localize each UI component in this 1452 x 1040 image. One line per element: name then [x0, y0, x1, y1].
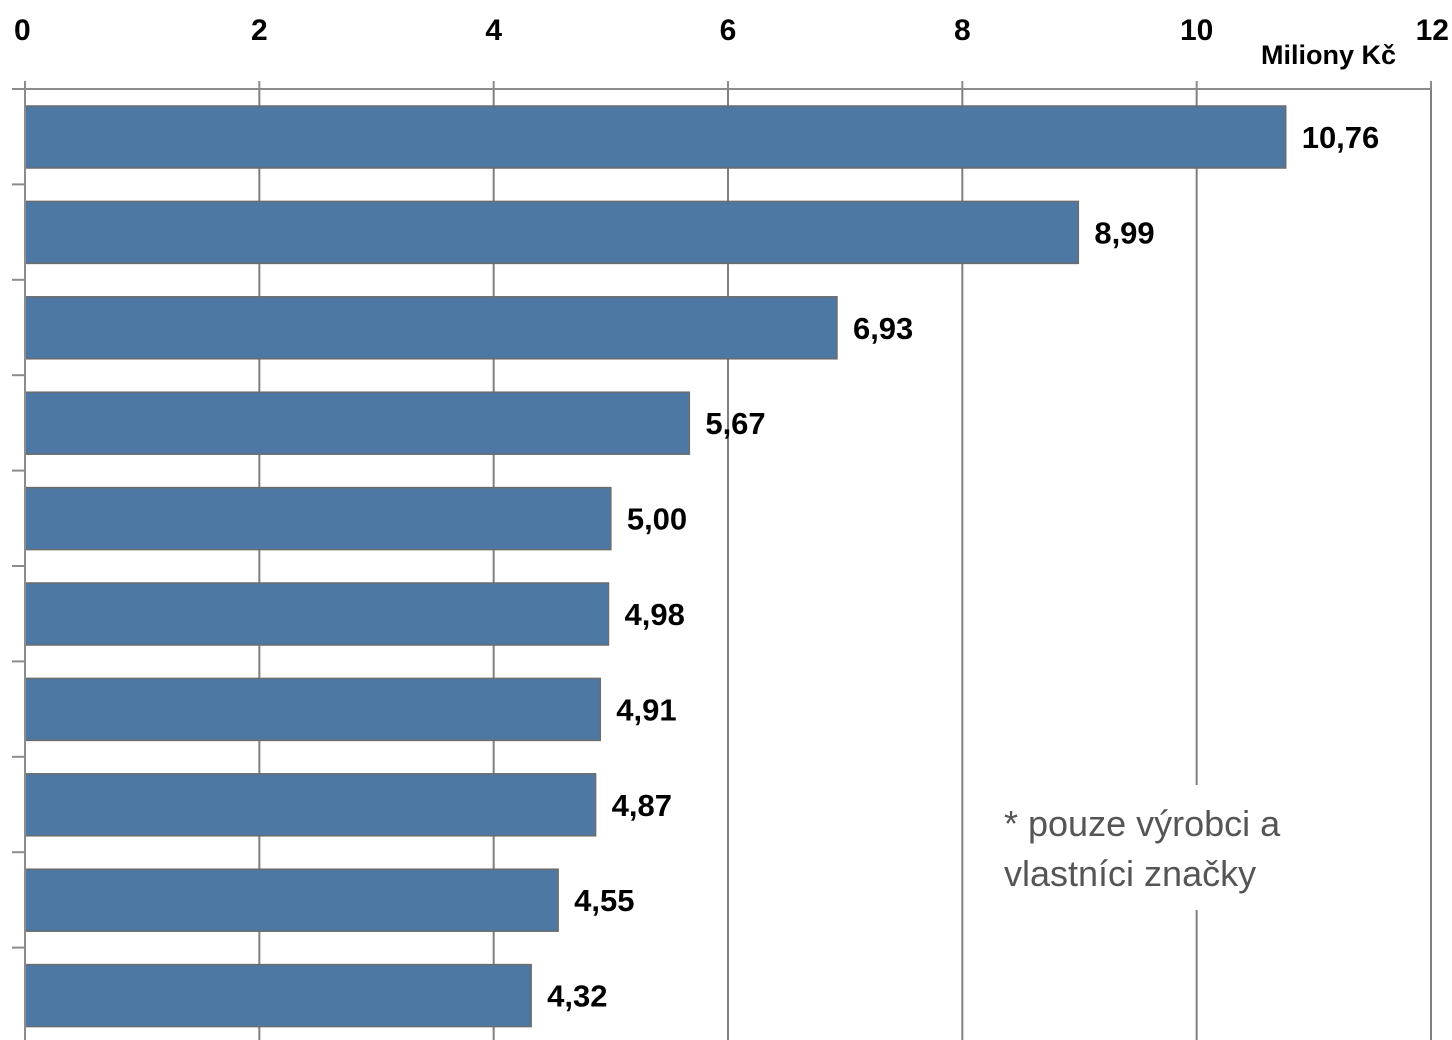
bar-6	[24, 582, 610, 646]
x-tick-label-4: 4	[485, 14, 502, 47]
x-axis-unit-label: Miliony Kč	[1261, 40, 1396, 70]
data-label-4: 5,67	[705, 406, 765, 441]
data-label-1: 10,76	[1302, 120, 1380, 155]
bar-4	[24, 391, 691, 455]
x-tick-label-6: 6	[720, 14, 737, 47]
note-background	[990, 785, 1325, 910]
bar-9	[24, 868, 559, 932]
x-tick-label-10: 10	[1180, 14, 1213, 47]
bars	[24, 105, 1287, 1028]
data-label-10: 4,32	[547, 979, 607, 1014]
data-label-5: 5,00	[627, 502, 687, 537]
data-label-6: 4,98	[624, 597, 684, 632]
bar-3	[24, 296, 838, 360]
x-tick-label-8: 8	[954, 14, 971, 47]
bar-1	[24, 105, 1287, 169]
data-label-2: 8,99	[1094, 215, 1154, 250]
x-tick-label-0: 0	[14, 14, 31, 47]
note-line-2: vlastníci značky	[1004, 853, 1256, 894]
data-labels: 10,76 8,99 6,93 5,67 5,00 4,98 4,91 4,87 4,55 4,3…	[547, 120, 1379, 1014]
note-line-1: * pouze výrobci a	[1004, 803, 1281, 844]
bar-8	[24, 773, 597, 837]
bar-5	[24, 486, 612, 551]
data-label-3: 6,93	[853, 311, 913, 346]
bar-2	[24, 200, 1080, 265]
data-label-9: 4,55	[574, 883, 634, 918]
bar-7	[24, 677, 602, 742]
bar-10	[24, 963, 532, 1028]
x-axis: 0 2 4 6 8 10 12	[12, 14, 1449, 1040]
data-label-7: 4,91	[616, 692, 676, 727]
note: * pouze výrobci a vlastníci značky	[990, 785, 1325, 910]
x-tick-label-2: 2	[251, 14, 268, 47]
x-tick-label-12: 12	[1416, 14, 1449, 47]
data-label-8: 4,87	[612, 788, 672, 823]
